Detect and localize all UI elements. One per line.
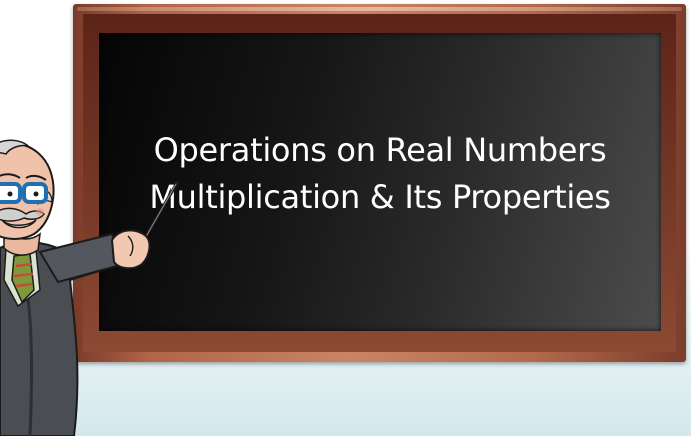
chalkboard xyxy=(99,33,661,331)
slide-title-line-1: Operations on Real Numbers xyxy=(153,131,607,169)
slide-title-line-2: Multiplication & Its Properties xyxy=(149,178,611,216)
frame-highlight xyxy=(77,7,682,11)
teacher-icon xyxy=(0,139,151,436)
